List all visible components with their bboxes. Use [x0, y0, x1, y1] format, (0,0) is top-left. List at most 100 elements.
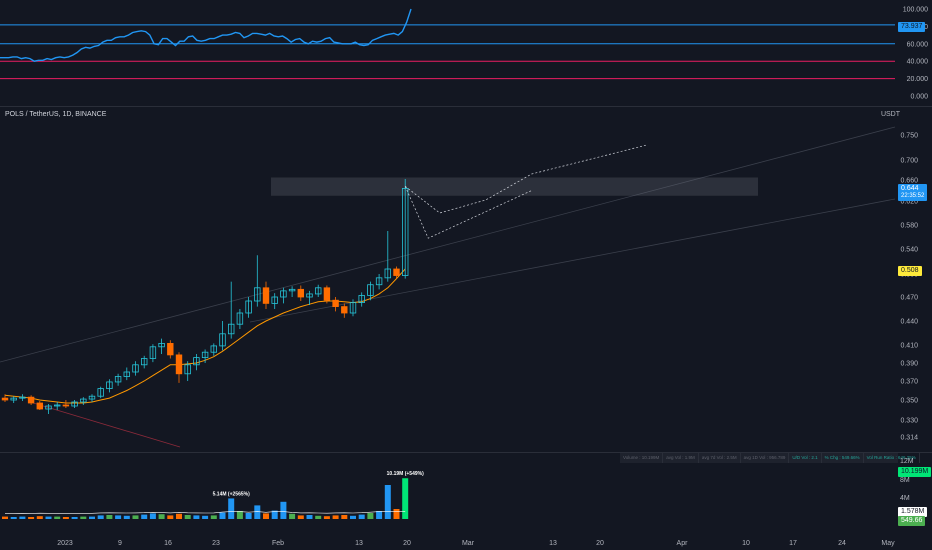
- candle-body: [158, 342, 165, 348]
- volume-bar: [254, 505, 261, 519]
- volume-stat-item: avg 1D Vol : 956.789: [741, 453, 790, 463]
- volume-bar: [106, 515, 113, 519]
- candle-body: [341, 306, 348, 314]
- volume-ma2-tag: 549.66: [898, 516, 926, 526]
- volume-bar: [271, 510, 278, 519]
- trend-channel-line: [249, 198, 896, 323]
- last-price-tag: 0.644 22:35:52: [898, 184, 928, 201]
- candle-body: [384, 268, 391, 279]
- candle-body: [149, 346, 157, 359]
- last-price-countdown: 22:35:52: [901, 193, 925, 199]
- candle-body: [358, 295, 365, 303]
- price-chart[interactable]: 0.7500.7000.6600.6200.5800.5400.5000.470…: [0, 107, 932, 452]
- candle-body: [184, 364, 191, 375]
- time-axis[interactable]: 2023 9 16 23 Feb 13 20 Mar 13 20 Apr 10 17 24 May: [0, 535, 932, 550]
- volume-bar: [315, 515, 322, 519]
- time-axis-svg[interactable]: 2023 9 16 23 Feb 13 20 Mar 13 20 Apr 10 17 24 May: [0, 535, 932, 550]
- last-price-value: 0.644: [901, 185, 919, 192]
- candle-body: [114, 376, 122, 383]
- rsi-axis-tick: 20.000: [907, 76, 929, 83]
- time-axis-tick: 13: [355, 540, 363, 547]
- price-axis-tick: 0.410: [900, 343, 918, 350]
- volume-bar: [62, 517, 69, 519]
- time-axis-tick: 10: [742, 540, 750, 547]
- volume-bar: [297, 515, 304, 519]
- volume-axis-tick: 8M: [900, 477, 910, 484]
- rsi-axis-tick: 60.000: [907, 41, 929, 48]
- candle-body: [45, 405, 52, 410]
- volume-bar: [54, 516, 61, 519]
- volume-annotation-label: 5.14M (+2565%): [213, 491, 250, 497]
- candle-body: [401, 188, 409, 276]
- price-axis-tick: 0.314: [900, 435, 918, 442]
- candle-body: [54, 404, 61, 407]
- volume-bar: [158, 514, 165, 519]
- time-axis-tick: Mar: [462, 540, 475, 547]
- time-axis-tick: 20: [403, 540, 411, 547]
- candle-body: [10, 397, 17, 401]
- volume-bar: [149, 513, 156, 519]
- candle-body: [236, 312, 244, 325]
- volume-bar: [202, 515, 209, 519]
- time-axis-tick: 17: [789, 540, 797, 547]
- pane-divider[interactable]: [0, 106, 932, 107]
- currency-label: USDT: [880, 111, 900, 118]
- volume-ma-tag: 1.578M: [898, 507, 928, 517]
- volume-bar: [393, 509, 400, 519]
- time-axis-tick: Apr: [677, 540, 689, 547]
- volume-bar: [228, 498, 235, 519]
- volume-bar: [219, 512, 226, 519]
- volume-bar: [184, 515, 191, 519]
- price-axis-tick: 0.390: [900, 361, 918, 368]
- rsi-value-tag: 73.937: [898, 22, 926, 32]
- symbol-title[interactable]: POLS / TetherUS, 1D, BINANCE: [5, 111, 107, 118]
- volume-stat-item: % Chg : 549.66%: [822, 453, 864, 463]
- volume-chart[interactable]: 5.14M (+2565%) 10.19M (+549%) 12M 8M 4M: [0, 453, 932, 535]
- volume-bar: [376, 511, 383, 519]
- volume-bar: [350, 515, 356, 519]
- candle-body: [245, 300, 252, 314]
- volume-ma-line: [4, 511, 406, 514]
- time-axis-tick: 20: [596, 540, 604, 547]
- resistance-zone: [271, 177, 758, 196]
- trend-line-red: [29, 401, 181, 448]
- volume-bar: [132, 515, 139, 519]
- volume-pane[interactable]: Volume : 10.199M avg Vol : 1.9M avg 7d Vol…: [0, 453, 932, 535]
- volume-bar: [402, 478, 409, 519]
- price-axis-tick: 0.540: [900, 247, 918, 254]
- candle-body: [132, 364, 139, 373]
- candle-body: [271, 296, 278, 304]
- candle-body: [62, 404, 70, 407]
- volume-bar: [45, 516, 52, 519]
- candle-body: [19, 396, 26, 399]
- time-axis-tick: 2023: [57, 540, 73, 547]
- volume-axis-tick: 4M: [900, 495, 910, 502]
- candle-body: [254, 287, 261, 302]
- projection-path-alt: [404, 186, 532, 239]
- pane-divider[interactable]: [0, 452, 932, 453]
- candle-body: [314, 287, 322, 295]
- candle-body: [323, 287, 331, 301]
- candle-body: [201, 351, 209, 358]
- volume-bar: [263, 513, 269, 519]
- volume-bar: [280, 501, 287, 519]
- volume-stat-item: avg 7d Vol : 2.5M: [699, 453, 741, 463]
- volume-bar: [80, 516, 87, 519]
- price-pane[interactable]: 0.7500.7000.6600.6200.5800.5400.5000.470…: [0, 107, 932, 452]
- time-axis-tick: May: [881, 540, 895, 547]
- price-axis-tick: 0.350: [900, 398, 918, 405]
- candle-body: [210, 345, 217, 353]
- rsi-axis-tick: 40.000: [907, 59, 929, 66]
- moving-average-line: [4, 268, 406, 404]
- candle-body: [88, 395, 96, 400]
- candle-body: [175, 354, 183, 375]
- candle-body: [97, 388, 104, 397]
- price-axis-tick: 0.700: [900, 158, 918, 165]
- volume-stat-item: U/D Vol : 2.1: [789, 453, 822, 463]
- volume-bar: [384, 485, 391, 519]
- time-axis-tick: 13: [549, 540, 557, 547]
- candle-body: [167, 342, 174, 356]
- volume-bar: [97, 515, 104, 519]
